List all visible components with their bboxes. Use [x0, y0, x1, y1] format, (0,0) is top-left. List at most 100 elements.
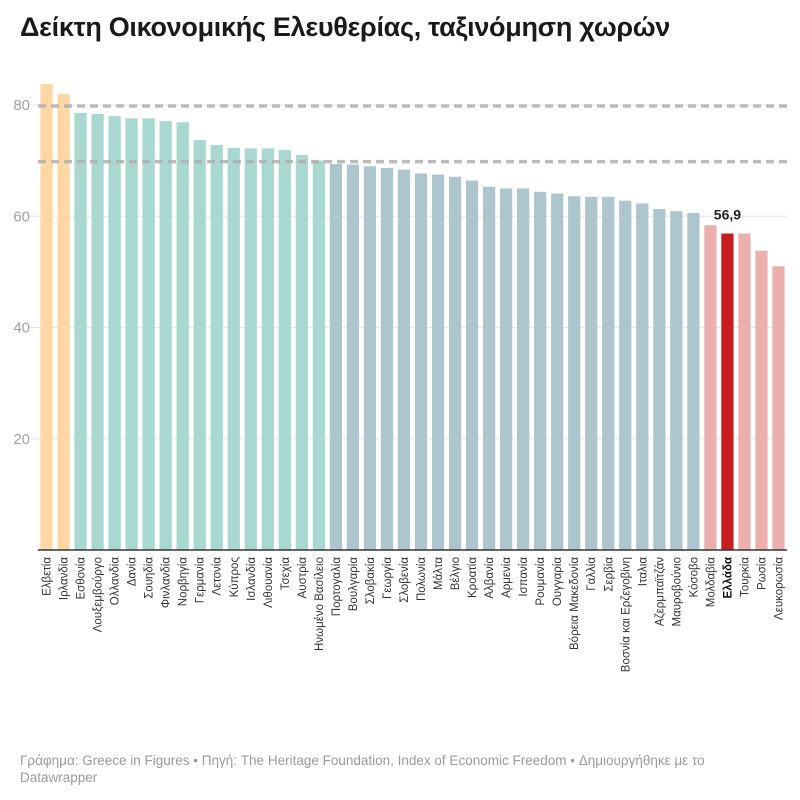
bar-country	[176, 122, 189, 551]
y-tick-label: 60	[13, 208, 30, 225]
bar-country	[585, 196, 598, 550]
bar-country	[397, 169, 411, 550]
bar-country	[431, 174, 445, 550]
x-tick-label: Φινλανδία	[161, 557, 173, 608]
x-tick-label: Βόρεια Μακεδονία	[569, 557, 581, 650]
x-tick-label: Ηνωμένο Βασίλειο	[314, 557, 326, 651]
x-tick-label: Γερμανία	[195, 557, 207, 604]
x-tick-label: Σλοβακία	[365, 557, 377, 605]
bar-country	[551, 193, 564, 550]
x-tick-label: Γαλλία	[586, 557, 598, 591]
x-tick-label: Μάλτα	[433, 557, 445, 590]
x-tick-label: Ρουμανία	[535, 557, 547, 606]
x-tick-label: Ρωσία	[756, 557, 768, 590]
x-tick-label: Ιταλια	[637, 557, 649, 587]
x-tick-label: Πορτογαλία	[331, 557, 343, 617]
x-tick-label: Πολωνία	[416, 557, 428, 601]
bar-country	[125, 118, 138, 550]
x-tick-label: Λευκορωσία	[773, 557, 785, 620]
x-tick-label: Αυστρία	[297, 557, 309, 599]
bar-country	[534, 191, 547, 550]
reference-lines	[38, 104, 787, 551]
bar-country	[704, 225, 717, 550]
bar-country	[738, 233, 751, 550]
x-tick-label: Σλοβενία	[399, 557, 411, 603]
x-tick-label: Βουλγαρία	[348, 557, 360, 612]
x-tick-label: Ουγγαρία	[552, 557, 564, 606]
x-tick-label: Μολδαβία	[705, 557, 717, 608]
x-tick-label: Κροατία	[467, 557, 479, 598]
bar-country	[295, 155, 308, 550]
y-tick-label: 80	[13, 97, 30, 114]
bar-country	[261, 148, 274, 550]
bar-country	[278, 150, 291, 550]
bar-country	[755, 250, 768, 551]
bar-country	[74, 112, 87, 550]
x-tick-label: Αλβανία	[484, 557, 496, 599]
bar-country	[653, 209, 666, 551]
x-tick-label: Λιθουανία	[263, 557, 275, 608]
bar-country	[244, 148, 257, 550]
bar-country	[772, 266, 785, 550]
x-axis: Ελβετία Ιρλανδία Εσθονία Λουξεμβούργο Ολλανδ…	[42, 557, 786, 673]
bar-country	[636, 203, 649, 551]
bar-country	[499, 188, 513, 550]
bar-country	[142, 118, 155, 550]
x-tick-label: Αζερμπαϊτζάν	[654, 557, 666, 626]
bar-country	[363, 166, 377, 550]
bar-country	[619, 200, 632, 551]
bar-highlight	[721, 233, 734, 550]
bar-country	[602, 196, 615, 550]
x-tick-label: Δανία	[127, 557, 139, 587]
footer-source: Γράφημα: Greece in Figures • Πηγή: The H…	[20, 753, 705, 785]
bar-country	[312, 160, 326, 550]
x-tick-label: Σερβία	[603, 557, 615, 592]
bar-country	[193, 140, 206, 550]
data-label-greece: 56,9	[714, 206, 741, 222]
x-tick-label: Κόσοβο	[688, 557, 700, 597]
bar-country	[210, 145, 223, 551]
bar-country	[329, 163, 343, 550]
bar-country	[380, 167, 394, 550]
x-tick-label: Νορβηγία	[178, 557, 190, 607]
bar-country	[108, 116, 121, 550]
x-tick-label: Σουηδία	[144, 557, 156, 599]
bars	[40, 83, 785, 551]
x-tick-label: Τσεχία	[280, 557, 292, 591]
x-tick-label: Αρμενία	[501, 557, 513, 598]
y-tick-label: 40	[13, 320, 30, 337]
bar-country	[687, 212, 700, 550]
x-tick-label: Ολλανδία	[110, 557, 122, 606]
bar-country	[670, 211, 683, 550]
bar-country	[414, 173, 428, 550]
x-tick-label: Κύπρος	[229, 557, 241, 598]
bar-country	[448, 176, 462, 550]
x-tick-label: Γεωργία	[382, 557, 394, 599]
x-tick-label: Τουρκία	[739, 557, 751, 597]
x-tick-label: Ελλάδα	[722, 557, 734, 598]
x-tick-label: Λετονία	[212, 557, 224, 596]
bar-country	[40, 83, 53, 551]
x-tick-label: Μαυροβούνιο	[671, 557, 683, 626]
bar-country	[465, 180, 479, 550]
bar-country	[346, 164, 360, 551]
x-tick-label: Ελβετία	[42, 557, 54, 596]
bar-country	[227, 147, 240, 551]
bar-country	[159, 121, 172, 550]
data-labels: 56,9	[714, 206, 741, 222]
x-tick-label: Εσθονία	[76, 557, 88, 600]
x-tick-label: Λουξεμβούργο	[93, 557, 105, 632]
x-tick-label: Ισπανία	[518, 557, 530, 597]
chart-title: Δείκτη Οικονομικής Ελευθερίας, ταξινόμησ…	[20, 12, 671, 42]
x-tick-label: Βέλγιο	[450, 557, 462, 590]
x-tick-label: Βοσνία και Ερζεγοβίνη	[620, 557, 632, 672]
bar-country	[517, 188, 530, 550]
y-axis: 20 40 60 80	[13, 97, 30, 448]
x-tick-label: Ισλανδία	[246, 557, 258, 601]
bar-country	[91, 113, 104, 551]
bar-country	[482, 186, 496, 551]
x-tick-label: Ιρλανδία	[59, 557, 71, 600]
y-tick-label: 20	[13, 431, 30, 448]
bar-country	[57, 93, 70, 550]
